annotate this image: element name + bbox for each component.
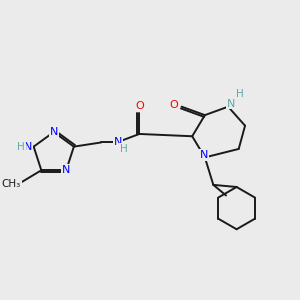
Text: H: H — [17, 142, 25, 152]
Text: N: N — [114, 137, 122, 147]
Text: N: N — [24, 142, 33, 152]
Text: H: H — [236, 89, 244, 99]
Text: N: N — [62, 165, 70, 175]
Text: N: N — [227, 98, 236, 109]
Text: O: O — [170, 100, 178, 110]
Text: O: O — [135, 101, 144, 112]
Text: CH₃: CH₃ — [2, 179, 21, 189]
Text: H: H — [120, 144, 128, 154]
Text: N: N — [200, 150, 208, 160]
Text: N: N — [50, 127, 58, 137]
